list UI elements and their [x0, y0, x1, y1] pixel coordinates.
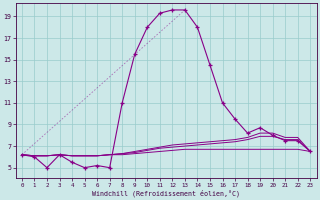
X-axis label: Windchill (Refroidissement éolien,°C): Windchill (Refroidissement éolien,°C): [92, 189, 240, 197]
